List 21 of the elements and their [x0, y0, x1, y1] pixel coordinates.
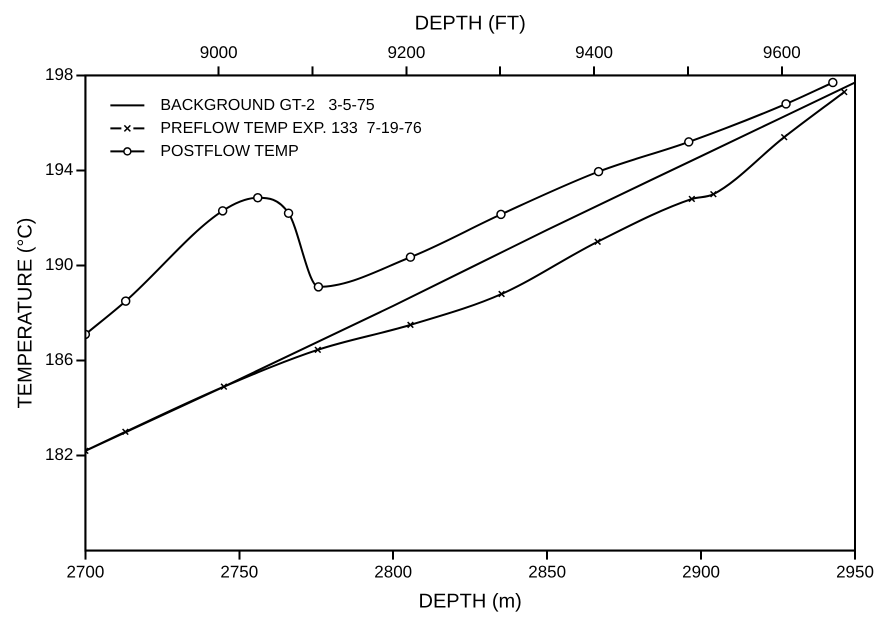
x-tick-label: 2850	[528, 562, 566, 582]
x-tick-label: 2950	[836, 562, 874, 582]
legend-label: POSTFLOW TEMP	[160, 142, 299, 160]
legend-label: PREFLOW TEMP EXP. 133 7-19-76	[160, 120, 422, 137]
y-axis-title: TEMPERATURE (°C)	[14, 218, 37, 408]
y-tick-label: 198	[44, 65, 74, 84]
x2-tick-label: 9000	[200, 42, 238, 62]
x-tick-label: 2900	[682, 562, 720, 582]
y-tick-label: 186	[44, 350, 74, 370]
y-tick-label: 182	[44, 445, 74, 464]
x-axis-title: DEPTH (m)	[418, 590, 522, 613]
x2-tick-label: 9600	[762, 42, 801, 62]
x-tick-label: 2800	[374, 562, 412, 582]
legend-label: BACKGROUND GT-2 3-5-75	[160, 96, 375, 114]
x-tick-label: 2700	[66, 562, 104, 582]
y-tick-label: 194	[44, 160, 74, 180]
x2-tick-label: 9200	[387, 42, 426, 62]
x2-tick-label: 9400	[575, 42, 613, 62]
y-tick-label: 190	[44, 255, 74, 274]
x-tick-label: 2750	[220, 562, 258, 582]
x2-axis-title: DEPTH (FT)	[414, 12, 526, 35]
